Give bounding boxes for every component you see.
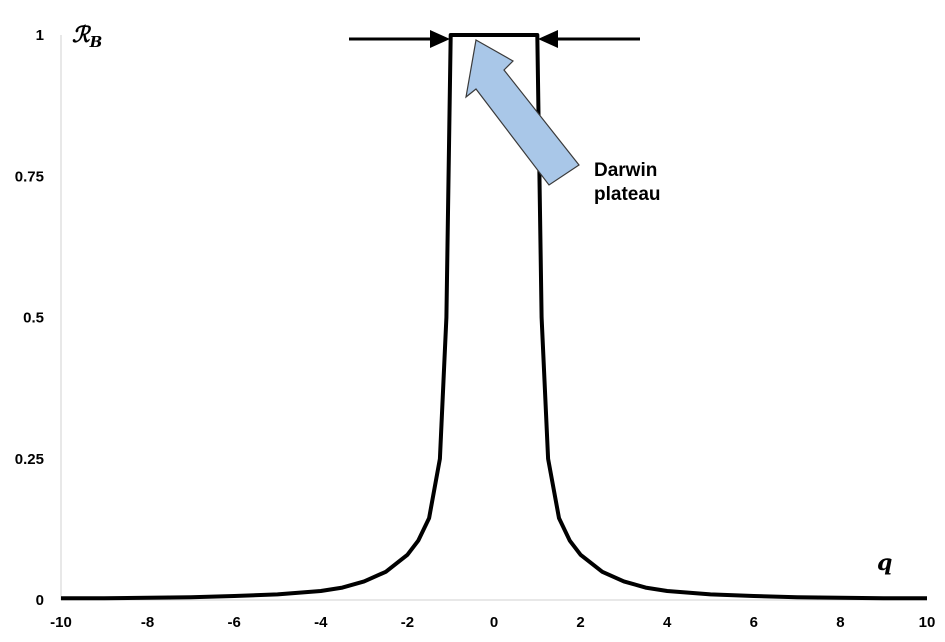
x-tick-label: -6 [228,614,241,631]
x-tick-label: -4 [314,614,328,631]
x-tick-label: 4 [663,614,672,631]
x-tick-label: 10 [919,614,936,631]
y-tick-label: 1 [36,27,44,44]
x-tick-label: 0 [490,614,498,631]
y-axis-label-sub: B [89,33,103,51]
x-tick-label: 2 [576,614,584,631]
y-tick-label: 0 [36,592,44,609]
y-tick-label: 0.75 [15,168,44,185]
annotation-line-1: Darwin [594,160,657,181]
x-tick-label: 6 [750,614,758,631]
right-arrow-head [538,30,558,48]
series-line-0 [61,33,927,601]
plot-axes [60,35,927,601]
x-tick-labels: -10 -8 -6 -4 -2 0 2 4 6 8 10 [50,614,935,631]
plateau-top-edge [450,35,538,37]
y-tick-label: 0.5 [23,310,44,327]
left-arrow-head [430,30,450,48]
x-tick-label: -2 [401,614,414,631]
x-axis-label: q [877,550,892,576]
annotation-line-2: plateau [594,184,661,205]
x-tick-label: -8 [141,614,154,631]
annotation-label: Darwin plateau [594,160,663,205]
y-tick-labels: 0 0.25 0.5 0.75 1 [15,27,44,609]
y-axis-label: ℛB [72,22,102,51]
plateau-width-arrows [349,30,640,48]
darwin-plateau-pointer-arrow [465,39,580,186]
x-tick-label: -10 [50,614,72,631]
series-layer [61,33,927,601]
x-tick-label: 8 [836,614,844,631]
y-tick-label: 0.25 [15,451,44,468]
y-axis-label-main: ℛ [72,22,92,48]
